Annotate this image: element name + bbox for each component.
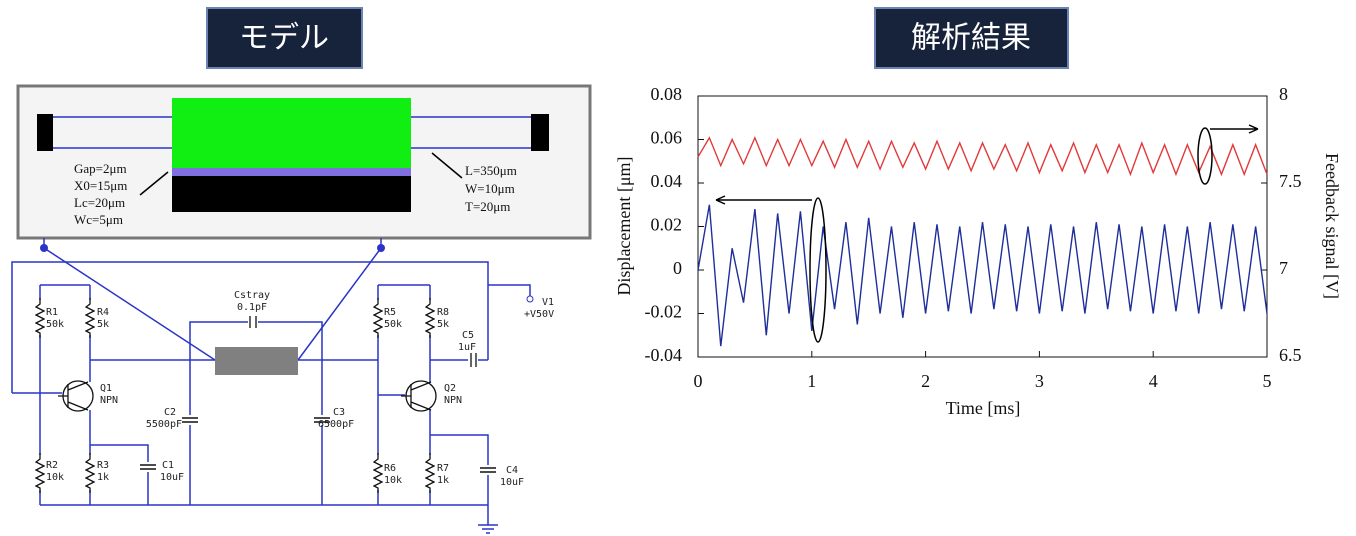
- part-name: R6: [384, 463, 396, 474]
- part-name: C1: [162, 460, 174, 471]
- y-tick-label: -0.02: [645, 302, 683, 322]
- part-name: C2: [164, 407, 176, 418]
- part-value: 6500pF: [318, 419, 354, 430]
- y-tick-label: 0.06: [651, 128, 683, 148]
- param: X0=15μm: [74, 178, 127, 193]
- title-box: [874, 7, 1069, 69]
- part-name: R8: [437, 307, 449, 318]
- y-axis-label: Displacement [μm]: [614, 156, 634, 295]
- model-title: モデル: [239, 21, 329, 56]
- y2-tick-label: 7: [1279, 258, 1288, 278]
- mass: [172, 98, 411, 168]
- x-tick-label: 3: [1035, 371, 1044, 391]
- part-value: NPN: [100, 395, 118, 406]
- y2-axis-label: Feedback signal [V]: [1322, 153, 1342, 299]
- part-value: 5k: [97, 319, 109, 330]
- x-tick-label: 0: [694, 371, 703, 391]
- chart-title: 解析結果: [911, 21, 1031, 56]
- param: L=350μm: [465, 163, 517, 178]
- part-name: R4: [97, 307, 109, 318]
- part-value: 10uF: [160, 472, 184, 483]
- comb: [172, 168, 411, 176]
- param: Wc=5μm: [74, 212, 123, 227]
- pointer: [139, 171, 169, 196]
- y-tick-label: 0.08: [651, 84, 683, 104]
- anchor: [531, 114, 549, 151]
- part-name: C4: [506, 465, 518, 476]
- param: Lc=20μm: [74, 195, 125, 210]
- part-value: 10uF: [500, 477, 524, 488]
- electrode: [172, 176, 411, 212]
- part-value: 10k: [46, 472, 64, 483]
- part-value: 5k: [437, 319, 449, 330]
- param: T=20μm: [465, 199, 510, 214]
- pointer: [431, 152, 463, 179]
- part-value: 0.1pF: [237, 302, 267, 313]
- part-value: 50k: [46, 319, 64, 330]
- y-tick-label: 0: [673, 258, 682, 278]
- x-tick-label: 5: [1263, 371, 1272, 391]
- part-value: 10k: [384, 475, 402, 486]
- x-axis-label: Time [ms]: [946, 398, 1021, 418]
- plot: 0 1 2 3 4 5 -0.04 -0.02 0 0.02 0.04 0.06 0.08 6.5 7 7.5…: [645, 84, 1302, 391]
- part-name: Cstray: [234, 290, 270, 301]
- part-value: 1uF: [458, 342, 476, 353]
- anchor: [37, 114, 53, 151]
- y2-tick-label: 7.5: [1279, 171, 1302, 191]
- y-tick-label: 0.04: [651, 171, 683, 191]
- part-name: V1: [542, 297, 554, 308]
- series-line: [697, 135, 1268, 177]
- series-line: [697, 204, 1268, 347]
- y2-tick-label: 8: [1279, 84, 1288, 104]
- part-value: 1k: [97, 472, 109, 483]
- x-tick-label: 1: [807, 371, 816, 391]
- part-value: +V50V: [524, 309, 554, 320]
- part-name: C3: [333, 407, 345, 418]
- part-name: R1: [46, 307, 58, 318]
- y2-tick-label: 6.5: [1279, 345, 1302, 365]
- x-tick-label: 4: [1149, 371, 1158, 391]
- part-value: 1k: [437, 475, 449, 486]
- annotation: [715, 124, 1259, 343]
- part-name: R5: [384, 307, 396, 318]
- y-tick-label: 0.02: [651, 215, 683, 235]
- x-tick-label: 2: [921, 371, 930, 391]
- part-name: C5: [462, 330, 474, 341]
- part-value: 50k: [384, 319, 402, 330]
- circuit: [11, 238, 534, 534]
- param: Gap=2μm: [74, 161, 127, 176]
- part-name: R3: [97, 460, 109, 471]
- title-box: [206, 7, 363, 69]
- part-value: 5500pF: [146, 419, 182, 430]
- part-name: Q1: [100, 383, 112, 394]
- part-name: R2: [46, 460, 58, 471]
- y-tick-label: -0.04: [645, 345, 683, 365]
- part-name: R7: [437, 463, 449, 474]
- part-value: NPN: [444, 395, 462, 406]
- part-name: Q2: [444, 383, 456, 394]
- param: W=10μm: [465, 181, 515, 196]
